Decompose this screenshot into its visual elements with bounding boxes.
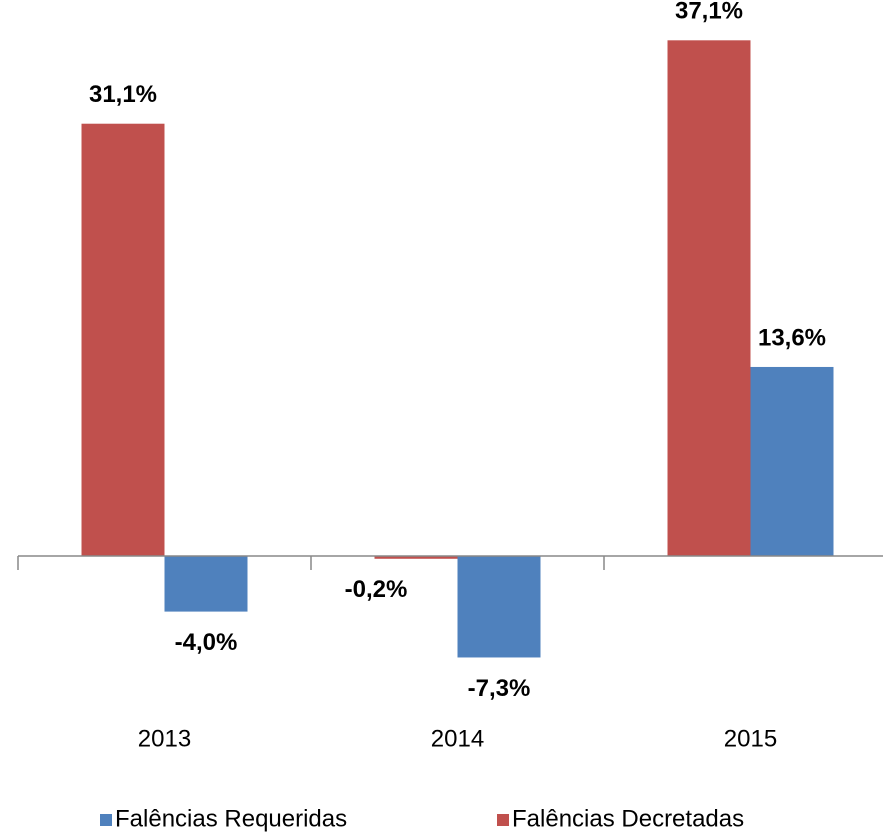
- bar: [457, 556, 541, 658]
- legend-label: Falências Decretadas: [512, 805, 744, 832]
- x-tick-label: 2015: [724, 725, 777, 752]
- bar: [81, 123, 165, 557]
- legend-label: Falências Requeridas: [115, 805, 347, 832]
- value-label: 37,1%: [675, 0, 743, 25]
- bar: [374, 556, 458, 559]
- value-label: 13,6%: [758, 324, 826, 351]
- legend-swatch: [100, 814, 112, 826]
- bar: [667, 40, 751, 557]
- x-tick-label: 2013: [138, 725, 191, 752]
- value-label: -0,2%: [345, 576, 408, 603]
- value-label: -4,0%: [175, 629, 238, 656]
- legend-swatch: [497, 814, 509, 826]
- bar: [750, 366, 834, 556]
- value-label: -7,3%: [468, 675, 531, 702]
- value-label: 31,1%: [89, 81, 157, 108]
- bar: [164, 556, 248, 612]
- x-tick-label: 2014: [431, 725, 484, 752]
